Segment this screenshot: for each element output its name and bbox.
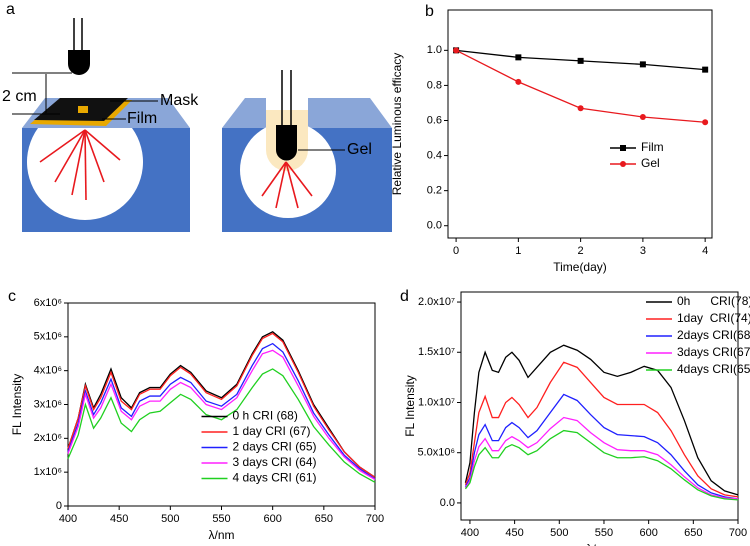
y-axis-label: FL Intensity [10,374,24,436]
y-tick-label: 6x10⁶ [34,297,62,309]
x-tick-label: 3 [640,245,646,257]
y-tick-label: 0.0 [440,497,455,509]
light-rays [261,161,313,209]
data-point [515,78,522,85]
legend-label: 4 days CRI (61) [233,471,317,485]
data-point [639,113,646,120]
light-rays [39,129,121,201]
x-tick-label: 400 [461,527,479,539]
series-line [464,429,739,501]
data-point [515,54,522,61]
x-tick-label: 600 [639,527,657,539]
x-tick-label: 700 [366,513,384,525]
data-point [639,61,646,68]
y-tick-label: 0 [56,500,62,512]
y-tick-label: 0.6 [427,114,442,126]
data-point [702,66,709,73]
led [276,125,297,161]
series-line [67,349,376,481]
series-line [67,368,376,483]
x-axis-label: λ/nm [208,528,234,542]
x-tick-label: 550 [595,527,613,539]
y-tick-label: 2.0x10⁷ [418,296,455,308]
legend-label: 2days CRI(68) [677,328,750,342]
plot-frame [447,9,713,239]
series-line [464,393,739,500]
legend-label: 0 h CRI (68) [233,409,298,423]
series-line [67,332,376,478]
legend-marker [620,161,626,167]
gel-label: Gel [347,141,372,158]
x-tick-label: 600 [263,513,281,525]
y-axis-label: Relative Luminous efficacy [390,53,404,196]
data-point [577,105,584,112]
y-tick-label: 3x10⁶ [34,398,62,410]
x-tick-label: 1 [515,245,521,257]
legend-label: 1day CRI(74) [677,311,750,325]
legend-label: Gel [641,156,660,170]
y-axis-label: FL Intensity [403,375,417,437]
film-label: Film [127,110,157,127]
legend-label: 2 days CRI (65) [233,440,317,454]
x-axis-label: Time(day) [553,260,607,274]
panel-label: d [400,288,409,305]
y-tick-label: 0.2 [427,185,442,197]
plot-frame [460,291,739,521]
series-line [67,330,376,478]
data-point [577,57,584,64]
series-line [464,344,739,496]
x-tick-label: 500 [161,513,179,525]
y-tick-label: 5.0x10⁶ [417,447,455,459]
x-tick-label: 2 [578,245,584,257]
legend-label: 4days CRI(65) [677,362,750,376]
x-tick-label: 650 [684,527,702,539]
legend-label: Film [641,140,664,154]
y-tick-label: 1.5x10⁷ [418,346,455,358]
x-tick-label: 500 [550,527,568,539]
legend-marker [620,145,626,151]
mask-hole [78,106,88,113]
led [68,50,90,75]
y-tick-label: 2x10⁶ [34,432,62,444]
x-tick-label: 4 [702,245,708,257]
series-line [464,416,739,500]
x-tick-label: 650 [315,513,333,525]
legend-label: 1 day CRI (67) [233,424,311,438]
legend-label: 3 days CRI (64) [233,455,317,469]
series-line [67,342,376,480]
y-tick-label: 5x10⁶ [34,331,62,343]
y-tick-label: 1.0x10⁷ [418,396,455,408]
mask-label: Mask [160,92,199,109]
y-tick-label: 1.0 [427,44,442,56]
x-tick-label: 700 [729,527,747,539]
panel-label: a [6,1,15,18]
panel-label: c [8,288,16,305]
x-tick-label: 400 [59,513,77,525]
y-tick-label: 0.8 [427,79,442,91]
x-tick-label: 0 [453,245,459,257]
diagram: a 2 cm Mask Film [2,1,392,232]
legend-label: 3days CRI(67) [677,345,750,359]
panel-label: b [425,3,434,20]
y-tick-label: 0.0 [427,220,442,232]
data-point [453,47,460,54]
x-axis-label: λ/nm [586,542,612,546]
x-tick-label: 450 [505,527,523,539]
dimension-label: 2 cm [2,88,37,105]
y-tick-label: 1x10⁶ [34,466,62,478]
legend-label: 0h CRI(78) [677,294,750,308]
y-tick-label: 4x10⁶ [34,365,62,377]
y-tick-label: 0.4 [427,149,442,161]
data-point [702,119,709,126]
x-tick-label: 450 [110,513,128,525]
x-tick-label: 550 [212,513,230,525]
series-line [464,361,739,498]
